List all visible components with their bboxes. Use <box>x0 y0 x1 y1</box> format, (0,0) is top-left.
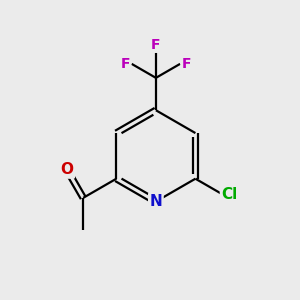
Text: F: F <box>151 38 160 52</box>
Text: Cl: Cl <box>221 188 238 202</box>
Text: F: F <box>120 57 130 71</box>
Text: O: O <box>61 162 74 177</box>
Text: N: N <box>149 194 162 209</box>
Text: F: F <box>182 57 191 71</box>
